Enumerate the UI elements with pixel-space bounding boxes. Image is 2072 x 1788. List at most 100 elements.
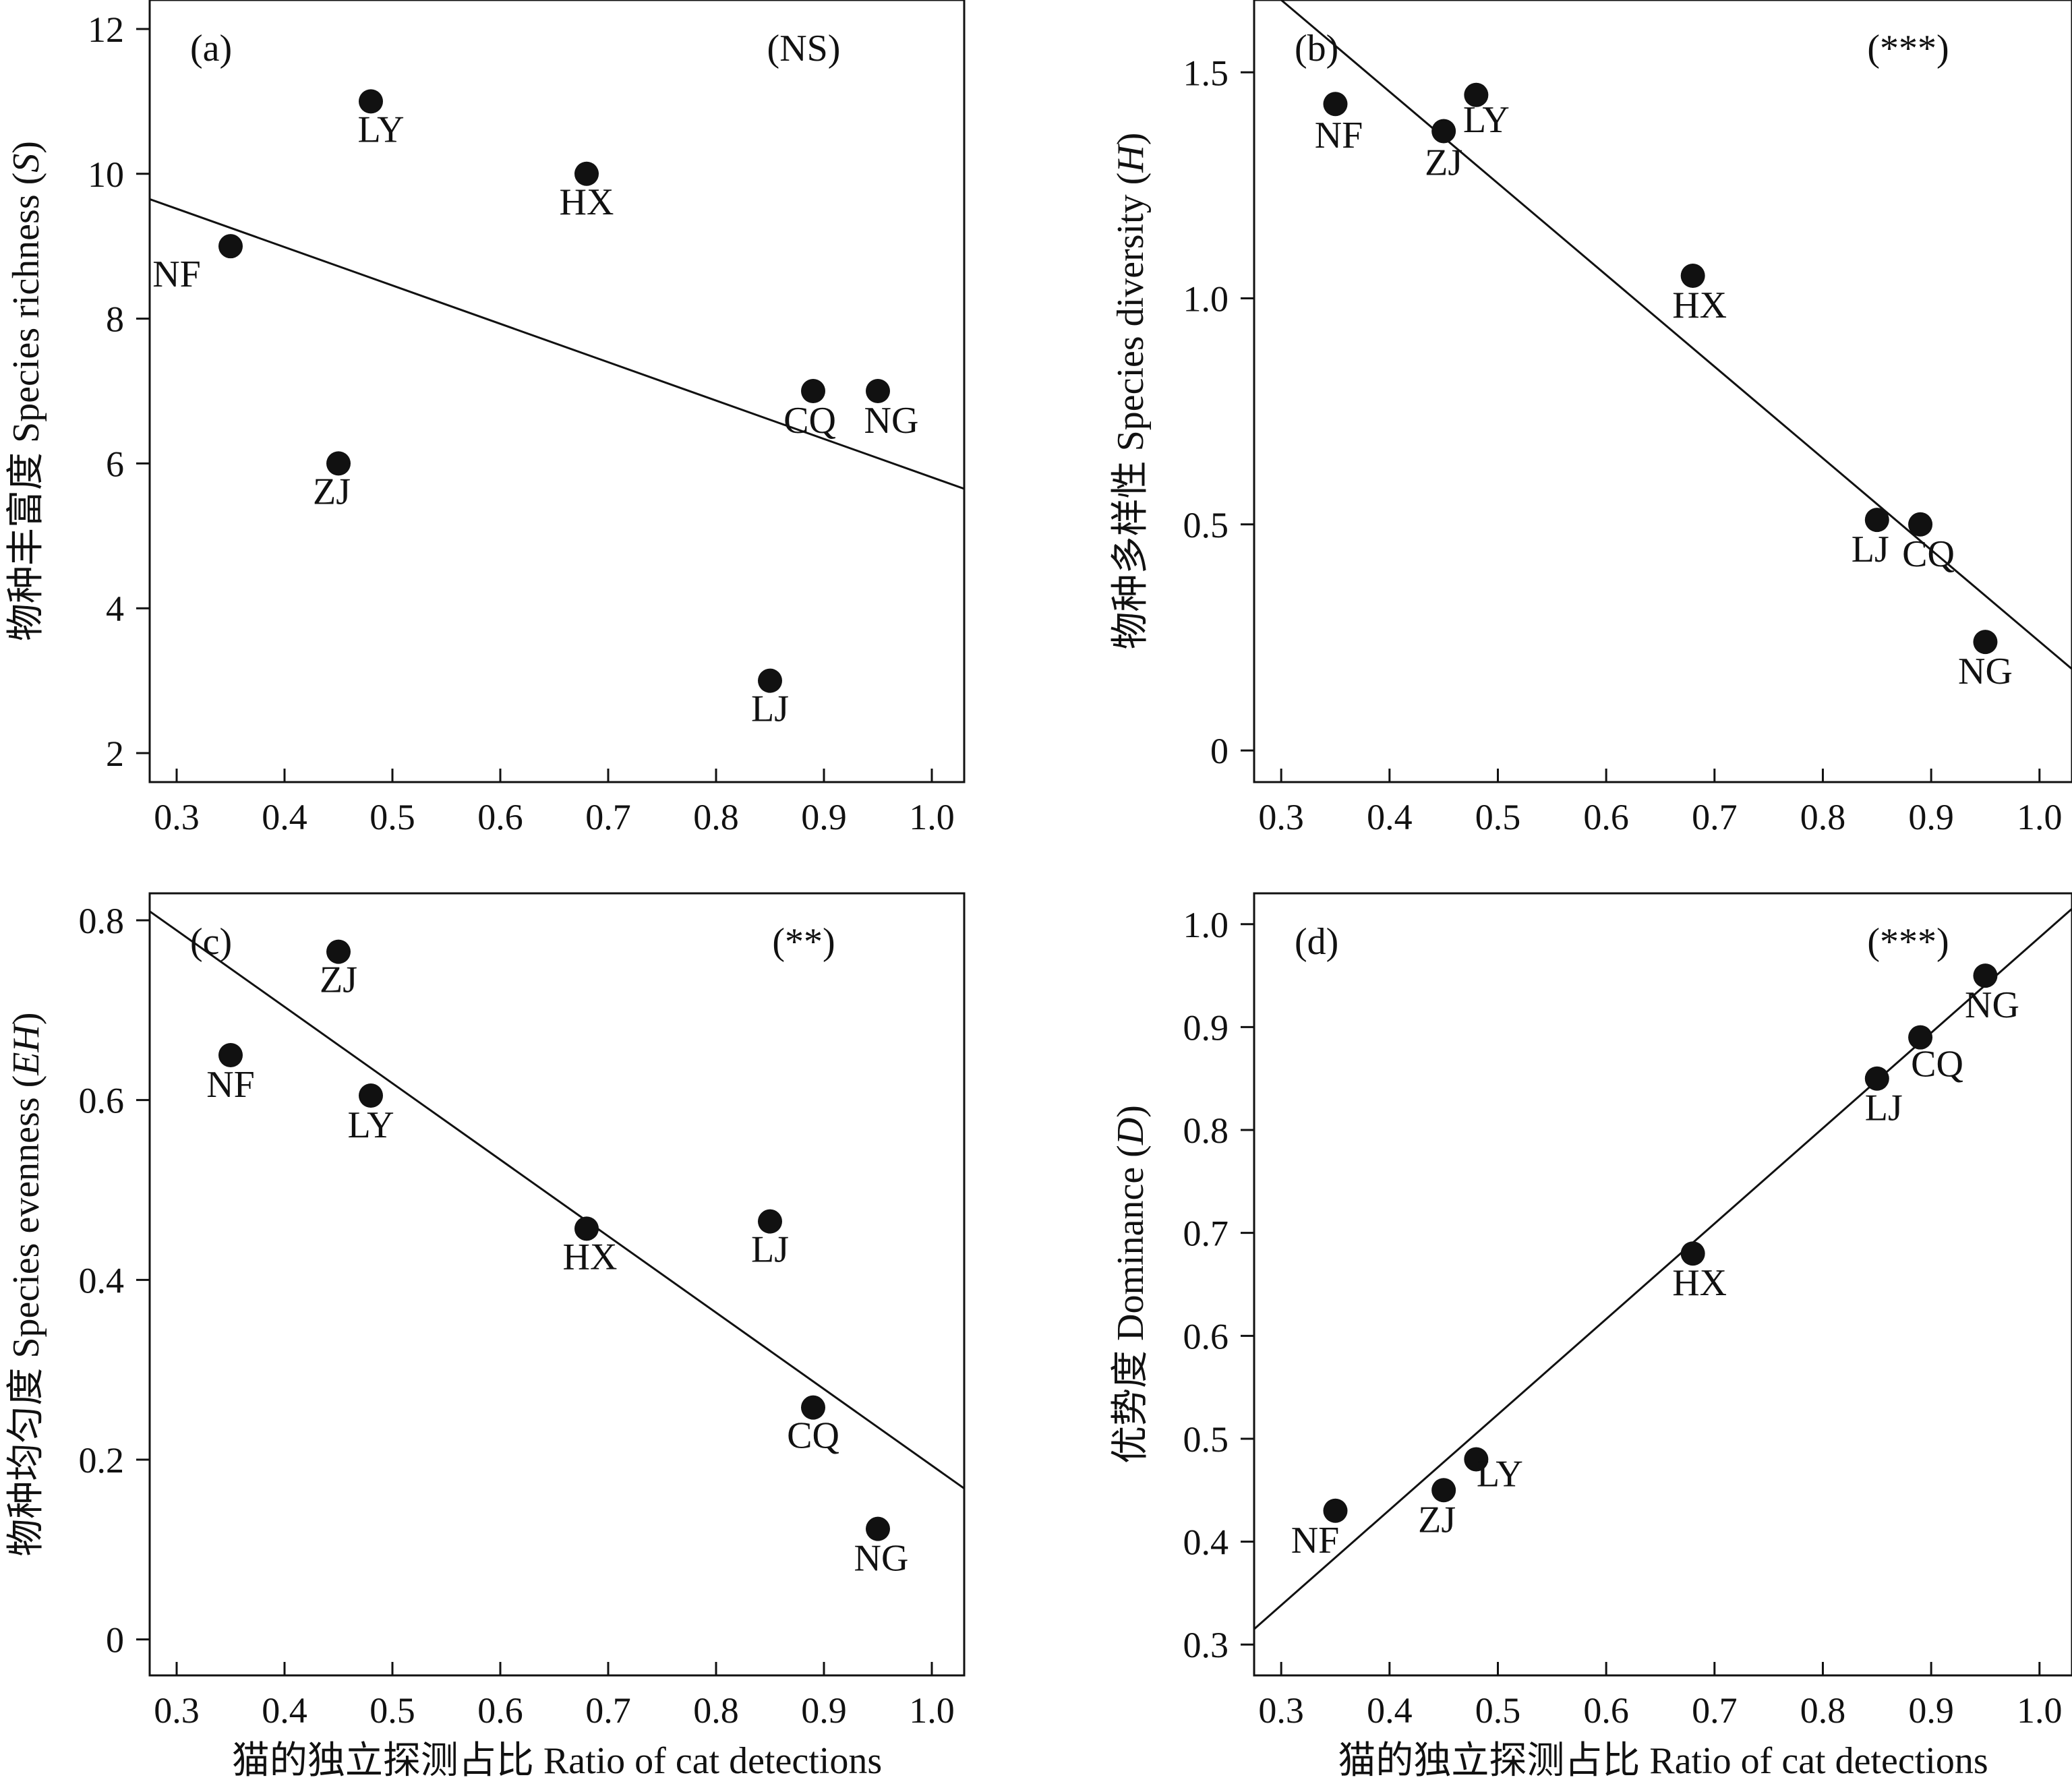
plot-frame [148,0,966,783]
y-axis-title-part: 物种多样性 Species diversity ( [1110,173,1152,650]
y-tick-label: 0.8 [79,901,125,941]
data-point-cq [801,379,825,403]
y-axis-title-part: D [1110,1118,1152,1145]
y-tick-label: 0.6 [79,1081,125,1121]
x-tick-label: 0.8 [693,1690,739,1731]
y-tick-label: 0.6 [1183,1316,1229,1357]
significance-label: (***) [1867,921,1949,963]
x-tick-label: 0.6 [477,797,523,837]
y-axis-title-part: 优势度 Dominance ( [1110,1145,1152,1464]
data-point-label: NF [1315,115,1363,156]
x-tick-label: 0.5 [1475,1690,1521,1731]
data-point-cq [1908,1025,1933,1050]
x-tick-label: 0.4 [1367,1690,1413,1731]
y-tick-label: 0.5 [1183,1419,1229,1460]
x-tick-label: 0.7 [1692,1690,1738,1731]
y-tick-label: 4 [106,589,124,629]
data-point-cq [801,1395,825,1420]
regression-line [150,198,964,490]
x-tick-label: 0.4 [262,797,307,837]
y-tick-label: 10 [88,154,124,195]
data-point-ng [866,379,890,403]
x-tick-label: 0.9 [1908,797,1954,837]
x-axis-title: 猫的独立探测占比 Ratio of cat detections [1338,1740,1988,1782]
y-tick-label: 0.8 [1183,1110,1229,1151]
x-tick-label: 0.8 [1800,1690,1846,1731]
y-tick-label: 0.3 [1183,1625,1229,1665]
data-point-label: CQ [783,400,836,442]
x-tick-label: 0.6 [1583,1690,1629,1731]
y-tick-label: 0.4 [79,1260,125,1301]
y-axis-title-part: S [5,154,47,173]
significance-label: (***) [1867,28,1949,69]
data-point-label: LY [347,1104,394,1146]
data-point-label: CQ [1911,1044,1963,1085]
x-tick-label: 0.5 [369,797,415,837]
x-tick-label: 0.3 [1258,1690,1304,1731]
y-axis-title-part: 物种丰富度 Species richness ( [5,173,47,641]
plot-frame [148,892,966,1677]
y-tick-label: 0.9 [1183,1007,1229,1048]
y-tick-label: 0.4 [1183,1522,1229,1563]
x-tick-label: 0.6 [477,1690,523,1731]
y-tick-label: 1.0 [1183,905,1229,945]
plot-frame [1253,0,2072,783]
data-point-label: ZJ [1425,142,1462,183]
y-tick-label: 8 [106,299,124,340]
data-point-nf [1323,92,1348,117]
y-axis-title: 优势度 Dominance (D) [1110,1105,1152,1464]
x-tick-label: 0.5 [369,1690,415,1731]
panel-tag: (b) [1295,28,1338,69]
data-point-hx [1680,264,1705,289]
x-tick-label: 1.0 [909,1690,955,1731]
regression-line [1254,907,2072,1630]
data-point-lj [1864,1066,1889,1091]
x-tick-label: 1.0 [909,797,955,837]
x-tick-label: 0.7 [585,1690,631,1731]
x-tick-label: 0.9 [801,797,847,837]
y-tick-label: 0.5 [1183,505,1229,545]
panel-a: 0.3 0.4 0.5 0.6 0.7 0.8 0.9 1.0 2 4 6 8 10 12 物种丰富度 Sp… [5,0,966,837]
data-point-label: LJ [1852,529,1889,570]
panel-tag: (d) [1295,921,1338,963]
y-axis-title-part: EH [5,1023,47,1076]
x-tick-label: 0.8 [693,797,739,837]
data-point-label: HX [563,1236,618,1278]
x-tick-label: 0.3 [154,797,200,837]
panel-b: 0.3 0.4 0.5 0.6 0.7 0.8 0.9 1.0 0 0.5 1.0 1.5 物种多样性 … [1110,0,2072,837]
regression-line [150,910,964,1489]
regression-line [1280,0,2072,670]
data-point-lj [758,1209,782,1234]
y-tick-label: 6 [106,444,124,484]
significance-label: (**) [772,921,835,963]
data-point-label: LJ [1865,1087,1903,1129]
x-tick-label: 0.6 [1583,797,1629,837]
data-point-ng [866,1516,890,1541]
data-point-label: ZJ [320,959,357,1001]
data-point-label: NF [206,1064,255,1106]
data-point-label: NF [152,254,201,295]
data-point-ly [359,1083,383,1108]
data-point-nf [1323,1498,1348,1523]
data-point-label: ZJ [1418,1499,1456,1541]
data-point-label: LJ [751,688,789,730]
data-point-ly [359,89,383,114]
y-axis-title-part: ) [5,1012,47,1025]
y-axis-title-part: ) [1110,133,1152,146]
y-axis-title-part: ) [1110,1105,1152,1118]
y-axis-title-part: H [1110,144,1152,173]
y-tick-label: 12 [88,9,124,50]
data-point-hx [574,161,599,186]
data-point-lj [758,668,782,693]
y-tick-label: 0.2 [79,1440,125,1481]
y-axis-title-part: ) [5,141,47,154]
x-tick-label: 0.9 [801,1690,847,1731]
panel-d: 0.3 0.4 0.5 0.6 0.7 0.8 0.9 1.0 0.3 0.4 0.5 0.6 0.7 0… [1110,892,2072,1782]
data-point-zj [326,451,351,476]
data-point-label: ZJ [313,471,351,512]
panel-tag: (a) [190,28,232,69]
data-point-label: NG [1965,984,2019,1026]
panel-c: 0.3 0.4 0.5 0.6 0.7 0.8 0.9 1.0 0 0.2 0.4 0.6 0.8 物种均… [5,892,966,1782]
y-axis-title: 物种均匀度 Species evenness (EH) [5,1012,47,1556]
